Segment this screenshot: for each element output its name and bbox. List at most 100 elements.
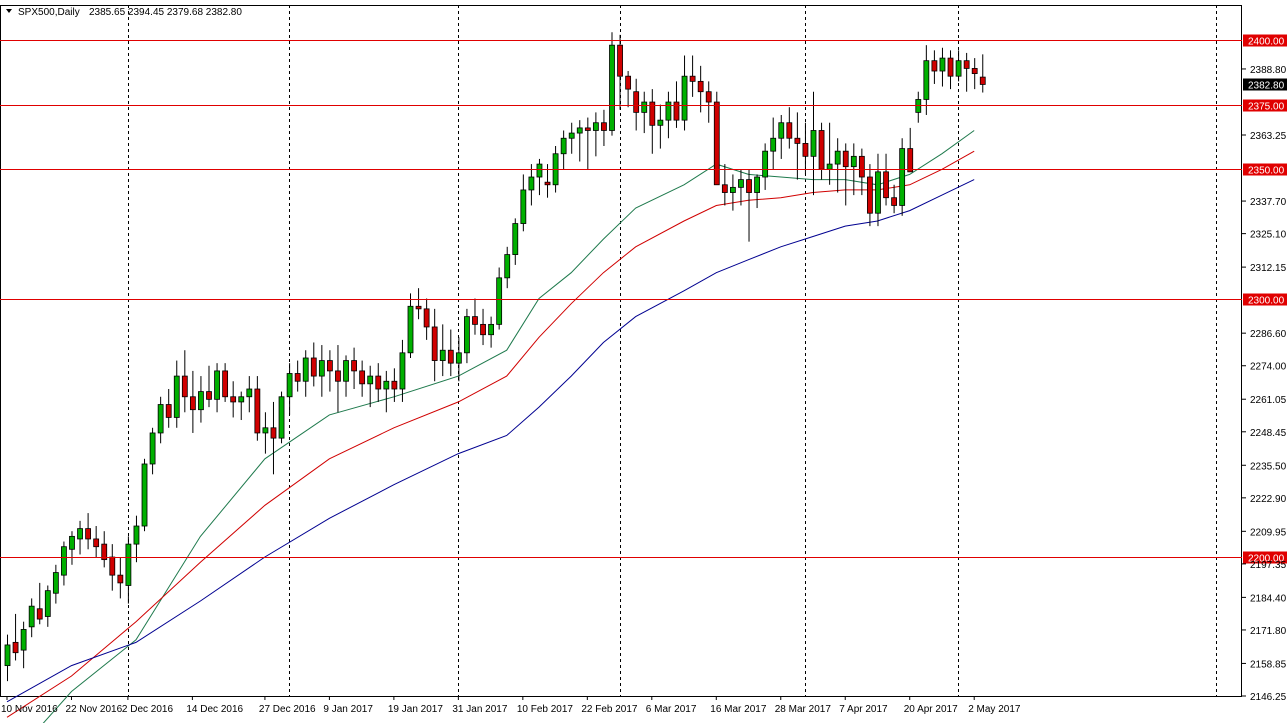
- candle[interactable]: [472, 298, 478, 335]
- candle[interactable]: [560, 130, 567, 170]
- candle[interactable]: [721, 164, 728, 206]
- candle[interactable]: [496, 267, 503, 330]
- candle[interactable]: [335, 345, 341, 413]
- candle[interactable]: [512, 218, 519, 265]
- candle[interactable]: [286, 363, 293, 415]
- candle[interactable]: [641, 91, 648, 134]
- candle[interactable]: [842, 143, 849, 206]
- candle[interactable]: [488, 316, 495, 348]
- candle[interactable]: [222, 363, 229, 402]
- candle[interactable]: [730, 174, 736, 211]
- candle[interactable]: [738, 169, 744, 206]
- candle[interactable]: [657, 104, 664, 149]
- candle[interactable]: [278, 391, 285, 444]
- candle[interactable]: [705, 81, 712, 123]
- candle[interactable]: [697, 65, 704, 113]
- candle[interactable]: [302, 350, 309, 397]
- candle[interactable]: [310, 342, 317, 387]
- candle[interactable]: [20, 621, 27, 669]
- candle[interactable]: [407, 293, 414, 358]
- candle[interactable]: [923, 45, 930, 115]
- candle[interactable]: [528, 164, 535, 206]
- candle[interactable]: [93, 526, 100, 558]
- candle[interactable]: [681, 55, 688, 131]
- candle[interactable]: [584, 117, 591, 170]
- candle[interactable]: [423, 298, 430, 340]
- candle[interactable]: [576, 120, 583, 162]
- candle[interactable]: [125, 536, 132, 604]
- candle[interactable]: [383, 370, 390, 413]
- candle[interactable]: [173, 360, 180, 428]
- candle[interactable]: [971, 58, 978, 90]
- candle[interactable]: [391, 368, 398, 402]
- candle[interactable]: [28, 598, 35, 638]
- candle[interactable]: [778, 114, 785, 159]
- candle[interactable]: [36, 582, 43, 625]
- candle[interactable]: [238, 391, 245, 421]
- candle[interactable]: [939, 47, 946, 87]
- candle[interactable]: [431, 308, 438, 382]
- candle[interactable]: [834, 138, 841, 193]
- candle[interactable]: [770, 117, 777, 170]
- candle[interactable]: [326, 350, 333, 392]
- candle[interactable]: [85, 513, 91, 550]
- candle[interactable]: [520, 174, 527, 232]
- candle[interactable]: [633, 78, 640, 131]
- candle[interactable]: [181, 350, 188, 413]
- candle[interactable]: [415, 288, 422, 320]
- candle[interactable]: [746, 169, 752, 242]
- candle[interactable]: [294, 360, 301, 392]
- candle[interactable]: [592, 112, 599, 157]
- candle[interactable]: [625, 71, 632, 108]
- candle[interactable]: [480, 308, 486, 346]
- candle[interactable]: [536, 158, 543, 196]
- candle[interactable]: [61, 541, 67, 586]
- candle[interactable]: [206, 365, 212, 408]
- candle[interactable]: [189, 370, 196, 433]
- candle[interactable]: [165, 389, 172, 428]
- candle[interactable]: [955, 50, 962, 82]
- candle[interactable]: [246, 376, 253, 413]
- candle[interactable]: [810, 91, 817, 196]
- candle[interactable]: [762, 143, 769, 190]
- candle[interactable]: [568, 122, 575, 154]
- candle[interactable]: [649, 89, 656, 154]
- candle[interactable]: [858, 148, 865, 196]
- candle[interactable]: [754, 174, 760, 209]
- candle[interactable]: [254, 376, 261, 441]
- candle[interactable]: [447, 329, 454, 377]
- candle[interactable]: [455, 337, 462, 382]
- candle[interactable]: [318, 345, 325, 397]
- candle[interactable]: [601, 109, 607, 146]
- candle[interactable]: [947, 50, 954, 90]
- candle[interactable]: [875, 153, 881, 227]
- candle[interactable]: [367, 365, 374, 408]
- candle[interactable]: [931, 50, 938, 84]
- candle[interactable]: [359, 360, 366, 397]
- candle[interactable]: [270, 401, 277, 475]
- candle[interactable]: [979, 54, 986, 93]
- candle[interactable]: [867, 164, 873, 227]
- candle[interactable]: [157, 396, 164, 444]
- candle[interactable]: [665, 91, 672, 139]
- candle[interactable]: [141, 458, 148, 532]
- candle[interactable]: [439, 324, 446, 377]
- candle[interactable]: [786, 107, 793, 149]
- candle[interactable]: [464, 308, 470, 364]
- candle[interactable]: [673, 81, 680, 128]
- candle[interactable]: [609, 32, 615, 136]
- candle[interactable]: [117, 557, 124, 599]
- candle[interactable]: [149, 427, 156, 475]
- candle[interactable]: [230, 381, 237, 418]
- candle[interactable]: [504, 246, 511, 289]
- candle[interactable]: [52, 564, 59, 604]
- candle[interactable]: [101, 531, 108, 568]
- candle[interactable]: [343, 355, 349, 397]
- candle[interactable]: [907, 127, 914, 173]
- candle[interactable]: [69, 531, 75, 565]
- candle[interactable]: [133, 515, 140, 563]
- candle[interactable]: [802, 122, 809, 175]
- candle[interactable]: [198, 376, 204, 423]
